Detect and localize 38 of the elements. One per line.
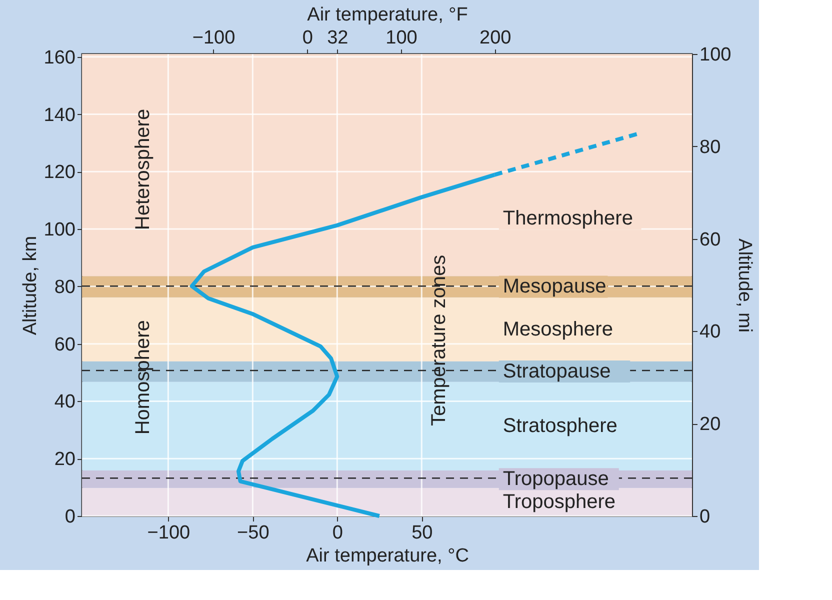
y2-axis-title: Altitude, mi	[734, 238, 756, 332]
y2-tick-label: 0	[700, 506, 710, 528]
x2-tick-label: −100	[192, 28, 236, 48]
annotation: Temperature zones	[428, 254, 450, 426]
x-tick-label: −50	[237, 522, 270, 544]
annotation: Homosphere	[132, 320, 154, 435]
y2-tick-label: 20	[700, 414, 721, 436]
y-tick-label: 80	[54, 276, 76, 298]
x2-tick-label: 100	[386, 28, 418, 48]
x-tick-label: −100	[147, 522, 190, 544]
y-tick-label: 120	[44, 162, 76, 184]
y-axis-title: Altitude, km	[20, 236, 41, 336]
y-tick-label: 40	[54, 392, 76, 413]
x-tick-label: 50	[412, 522, 433, 544]
x2-tick-label: 0	[302, 28, 313, 48]
band-label: Tropopause	[502, 468, 609, 490]
x2-tick-label: 32	[327, 28, 348, 48]
x2-tick-label: 200	[480, 28, 512, 48]
y-tick-label: 0	[64, 506, 76, 528]
band-label: Mesosphere	[502, 318, 613, 340]
y2-tick-label: 100	[700, 44, 732, 66]
y-tick-label: 60	[54, 334, 76, 356]
y2-tick-label: 80	[700, 136, 721, 158]
band-label: Stratosphere	[502, 415, 618, 438]
y2-tick-label: 60	[700, 229, 721, 250]
x-axis-title: Air temperature, °C	[306, 546, 469, 566]
band-label: Mesopause	[502, 276, 606, 298]
y-tick-label: 160	[44, 47, 76, 68]
x-tick-label: 0	[332, 522, 343, 544]
band-label: Stratopause	[502, 360, 611, 383]
y-tick-label: 100	[44, 220, 76, 241]
y2-tick-label: 40	[700, 322, 721, 343]
annotation: Heterosphere	[132, 108, 154, 230]
y-tick-label: 20	[54, 449, 76, 470]
y-tick-label: 140	[44, 104, 76, 126]
band-label: Thermosphere	[502, 208, 633, 230]
band-label: Troposphere	[502, 490, 616, 513]
x2-axis-title: Air temperature, °F	[307, 4, 468, 26]
